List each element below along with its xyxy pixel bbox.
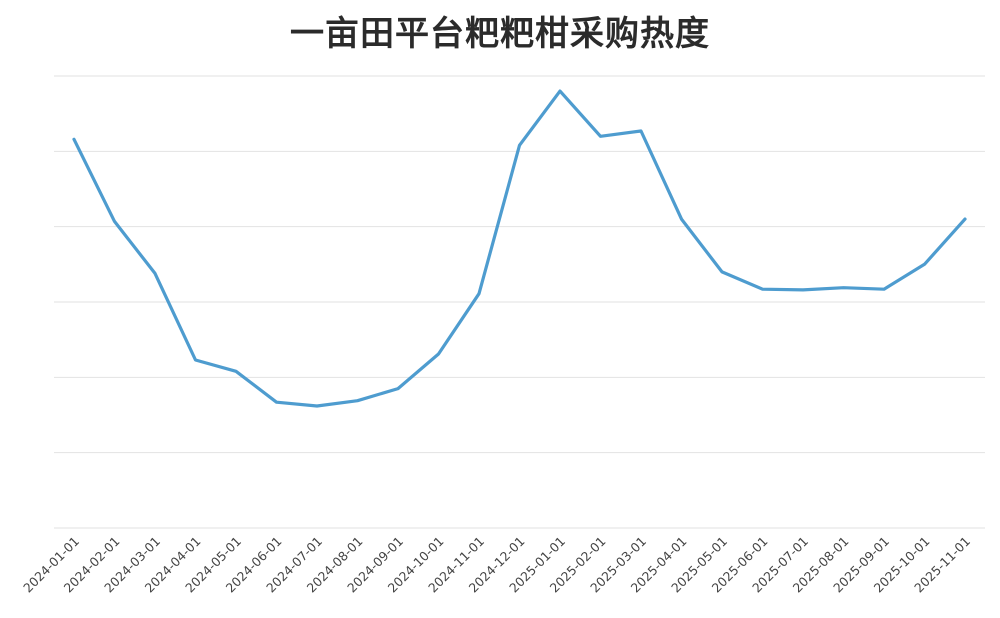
series-line-0 — [72, 89, 967, 408]
data-point — [72, 138, 76, 141]
data-point — [923, 263, 926, 266]
data-point — [315, 404, 319, 408]
data-point — [882, 287, 886, 291]
data-point — [720, 270, 724, 274]
data-point — [680, 217, 683, 221]
data-point — [558, 89, 562, 93]
data-point — [356, 399, 359, 402]
series-layer — [72, 89, 967, 408]
data-point — [396, 387, 400, 390]
data-point — [437, 352, 440, 356]
data-point — [518, 144, 521, 147]
data-point — [599, 135, 602, 138]
data-point — [963, 217, 967, 221]
x-axis-ticks: 2024-01-012024-02-012024-03-012024-04-01… — [20, 534, 973, 596]
data-point — [234, 370, 238, 373]
data-point — [194, 358, 197, 362]
data-point — [477, 292, 481, 295]
chart-title: 一亩田平台粑粑柑采购热度 — [290, 14, 710, 54]
data-point — [275, 400, 278, 404]
data-point — [842, 286, 845, 289]
data-point — [801, 288, 805, 292]
data-point — [113, 220, 116, 223]
data-point — [639, 129, 643, 133]
data-point — [153, 272, 157, 275]
data-point — [761, 287, 764, 291]
